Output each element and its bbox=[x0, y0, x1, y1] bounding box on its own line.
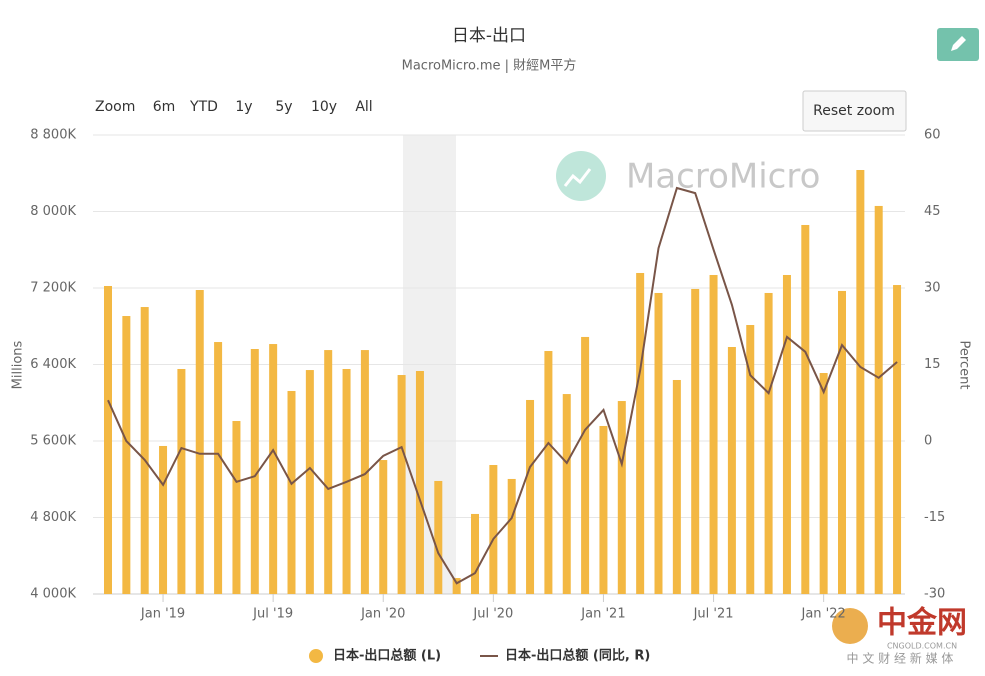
bar bbox=[893, 285, 902, 594]
zoom-label: Zoom bbox=[95, 99, 135, 115]
zoom-button[interactable]: YTD bbox=[189, 99, 218, 115]
y2-tick-label: 0 bbox=[924, 434, 932, 449]
y2-tick-label: 15 bbox=[924, 357, 941, 372]
bar bbox=[415, 371, 424, 594]
edit-icon bbox=[951, 36, 966, 51]
y-tick-label: 6 400K bbox=[30, 357, 76, 372]
chart-subtitle: MacroMicro.me | 財經M平方 bbox=[402, 58, 577, 74]
bar bbox=[434, 480, 443, 594]
bar bbox=[489, 465, 498, 594]
bar bbox=[250, 349, 259, 594]
bar bbox=[324, 350, 333, 594]
x-tick-label: Jul '20 bbox=[472, 607, 513, 622]
bar bbox=[617, 401, 626, 594]
bar bbox=[709, 274, 718, 594]
bar bbox=[507, 478, 516, 594]
bar bbox=[636, 272, 645, 594]
bar bbox=[874, 205, 883, 595]
x-tick-label: Jul '19 bbox=[252, 607, 293, 622]
y-tick-label: 8 000K bbox=[30, 204, 76, 219]
bar bbox=[764, 292, 773, 594]
watermark-logo bbox=[556, 151, 606, 201]
y-tick-label: 8 800K bbox=[30, 128, 76, 143]
bar bbox=[782, 274, 791, 594]
x-tick-label: Jan '22 bbox=[801, 607, 846, 622]
bar bbox=[140, 307, 149, 594]
bar bbox=[159, 445, 168, 594]
x-tick-label: Jan '21 bbox=[580, 607, 625, 622]
bar bbox=[727, 347, 736, 594]
bar bbox=[214, 342, 223, 594]
bar bbox=[654, 292, 663, 594]
y-axis-title: Millions bbox=[11, 340, 26, 389]
y-tick-label: 7 200K bbox=[30, 281, 76, 296]
line bbox=[107, 186, 898, 585]
corner-logo: 中金网 bbox=[877, 606, 967, 641]
reset-zoom-button[interactable] bbox=[802, 90, 907, 132]
bar bbox=[177, 368, 186, 594]
zoom-button[interactable]: 10y bbox=[311, 99, 337, 115]
zoom-button[interactable]: All bbox=[355, 99, 372, 115]
y-tick-label: 4 000K bbox=[30, 587, 76, 602]
zoom-button[interactable]: 1y bbox=[235, 99, 252, 115]
bar bbox=[544, 351, 553, 594]
bar bbox=[562, 394, 571, 594]
y2-tick-label: 45 bbox=[924, 204, 941, 219]
bar bbox=[746, 325, 755, 594]
y2-tick-label: 30 bbox=[924, 281, 941, 296]
bar bbox=[452, 578, 461, 594]
corner-logo-icon bbox=[832, 608, 868, 644]
bar bbox=[195, 290, 204, 594]
bar bbox=[526, 399, 535, 594]
y2-tick-label: 60 bbox=[924, 128, 941, 143]
bar bbox=[232, 421, 241, 594]
bar bbox=[104, 285, 112, 594]
bar bbox=[360, 350, 369, 594]
bar bbox=[581, 336, 590, 594]
corner-logo-slogan: 中 文 财 经 新 媒 体 bbox=[847, 651, 954, 666]
watermark-icon bbox=[563, 168, 592, 187]
bar bbox=[856, 169, 865, 594]
bar bbox=[838, 290, 846, 594]
chart-title: 日本-出口 bbox=[452, 26, 526, 46]
y2-axis-title: Percent bbox=[957, 341, 972, 390]
legend-label: 日本-出口总额 (L) bbox=[333, 648, 441, 664]
bar bbox=[471, 513, 479, 594]
y-tick-label: 4 800K bbox=[30, 510, 76, 525]
bar bbox=[122, 316, 131, 594]
bar bbox=[819, 373, 828, 594]
watermark: MacroMicro bbox=[626, 157, 820, 197]
corner-logo-site: CNGOLD.COM.CN bbox=[887, 642, 957, 651]
zoom-button[interactable]: 5y bbox=[275, 99, 292, 115]
bar bbox=[269, 344, 278, 594]
x-tick-label: Jan '19 bbox=[140, 607, 185, 622]
legend-marker bbox=[309, 649, 323, 663]
y-tick-label: 5 600K bbox=[30, 434, 76, 449]
y2-tick-label: -30 bbox=[924, 587, 945, 602]
bar bbox=[397, 375, 406, 594]
x-tick-label: Jan '20 bbox=[360, 607, 405, 622]
reset-zoom-label: Reset zoom bbox=[813, 103, 895, 119]
bar bbox=[801, 224, 810, 594]
bar bbox=[691, 288, 700, 594]
zoom-button[interactable]: 6m bbox=[153, 99, 176, 115]
bar bbox=[379, 460, 388, 594]
legend-label: 日本-出口总额 (同比, R) bbox=[505, 648, 650, 664]
bar bbox=[672, 379, 681, 594]
bar bbox=[287, 390, 296, 594]
y2-tick-label: -15 bbox=[924, 510, 945, 525]
x-tick-label: Jul '21 bbox=[693, 607, 734, 622]
bar bbox=[599, 425, 608, 594]
bar bbox=[305, 370, 314, 594]
